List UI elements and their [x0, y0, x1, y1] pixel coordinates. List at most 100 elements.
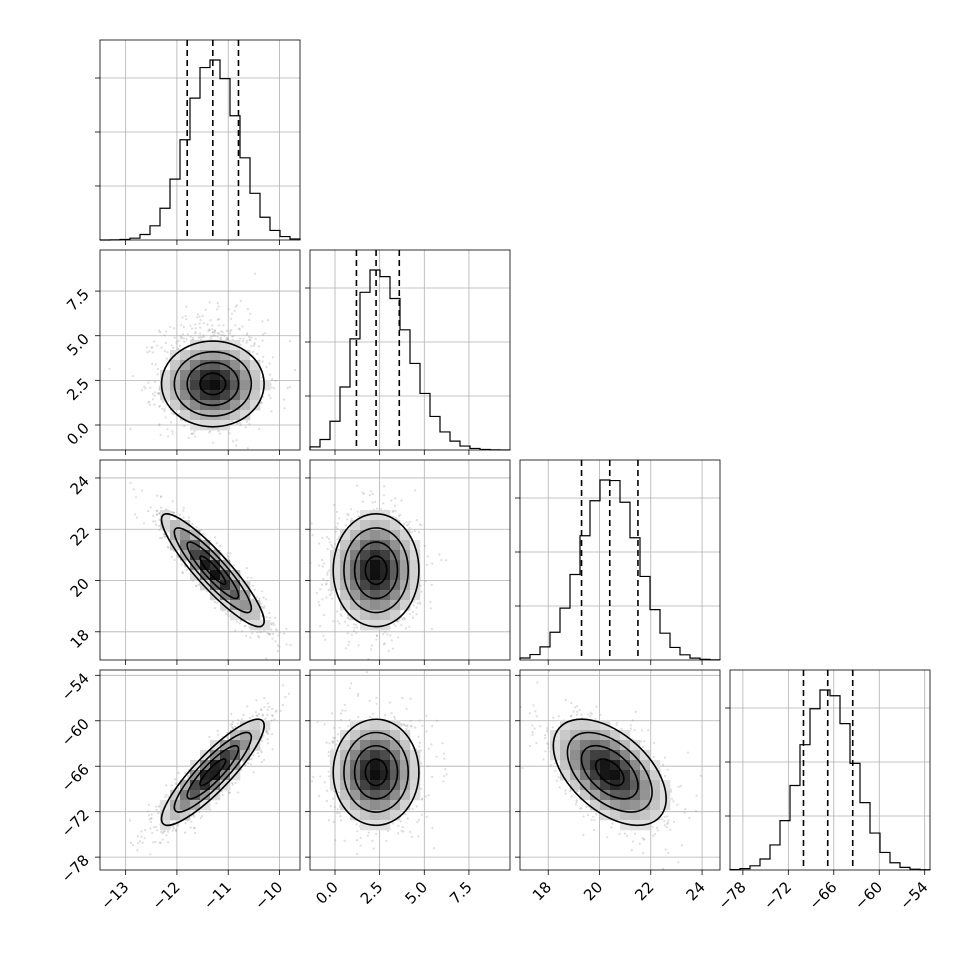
scatter-point [171, 829, 174, 832]
scatter-point [412, 616, 415, 619]
density-cell [210, 420, 221, 431]
scatter-point [420, 590, 423, 593]
scatter-point [184, 560, 187, 563]
contour-line [199, 555, 227, 586]
scatter-point [333, 503, 336, 507]
scatter-point [262, 355, 265, 358]
scatter-point [374, 500, 377, 503]
scatter-point [326, 571, 329, 574]
scatter-point [201, 815, 204, 818]
scatter-point [336, 522, 339, 525]
density-cell [210, 570, 221, 581]
scatter-point [183, 340, 186, 343]
scatter-point [252, 344, 255, 347]
scatter-point [146, 810, 149, 813]
scatter-point [216, 335, 219, 338]
density-cell [200, 360, 211, 371]
scatter-point [319, 624, 322, 628]
scatter-point [347, 644, 350, 647]
scatter-point [245, 333, 248, 336]
scatter-point [230, 328, 233, 332]
density-cell [180, 540, 191, 551]
density-cell [160, 380, 171, 391]
scatter-point [235, 304, 238, 307]
panel-content [129, 482, 292, 660]
density-cell [390, 560, 401, 571]
scatter-point [318, 564, 321, 567]
scatter-point [209, 430, 212, 433]
scatter-point [430, 627, 433, 631]
contour-line [160, 340, 265, 428]
scatter-point [262, 606, 265, 610]
scatter-point [396, 620, 399, 623]
scatter-point [390, 499, 393, 502]
scatter-point [208, 328, 211, 331]
density-cell [400, 550, 411, 561]
scatter-point [211, 441, 215, 444]
scatter-point [252, 771, 255, 774]
density-cell [350, 550, 361, 561]
scatter-point [175, 341, 178, 344]
scatter-point [268, 362, 271, 365]
scatter-point [148, 350, 151, 353]
scatter-point [159, 433, 162, 436]
scatter-point [157, 329, 161, 332]
scatter-point [325, 583, 328, 586]
density-cell [190, 380, 201, 391]
scatter-point [163, 350, 167, 353]
scatter-point [234, 781, 237, 785]
scatter-point [198, 315, 201, 318]
scatter-point [171, 511, 174, 514]
scatter-point [246, 332, 249, 335]
density-cell [340, 560, 351, 571]
density-cell [370, 530, 381, 541]
scatter-point [216, 302, 219, 305]
scatter-point [355, 623, 358, 626]
scatter-point [187, 516, 191, 519]
scatter-point [155, 513, 159, 516]
density-cell [340, 530, 351, 541]
scatter-point [249, 312, 252, 315]
histogram-panel-param-1 [305, 249, 511, 455]
scatter-point [216, 318, 219, 321]
scatter-point [153, 394, 156, 397]
scatter-point [221, 793, 224, 797]
density-cell [190, 360, 201, 371]
scatter-point [164, 535, 167, 539]
scatter-point [325, 579, 329, 582]
scatter-point [418, 523, 421, 526]
scatter-point [260, 631, 263, 634]
scatter-point [352, 623, 356, 626]
scatter-point [245, 634, 248, 637]
scatter-point [154, 840, 157, 843]
scatter-point [175, 830, 178, 833]
scatter-point [261, 320, 264, 323]
density-cell [350, 540, 361, 551]
scatter-point [270, 622, 273, 625]
scatter-point [232, 440, 235, 443]
scatter-point [194, 323, 197, 326]
scatter-point [330, 543, 333, 547]
scatter-point [397, 636, 400, 639]
scatter-point [274, 640, 277, 643]
scatter-point [219, 545, 222, 548]
density-cell [230, 380, 241, 391]
scatter-point [357, 515, 360, 518]
scatter-point [340, 614, 343, 618]
scatter-point [134, 496, 138, 499]
scatter-point [184, 314, 187, 317]
joint-panel-param-0-vs-1: 0.02.55.07.5 [63, 249, 301, 455]
scatter-point [382, 494, 386, 497]
scatter-point [199, 336, 202, 339]
scatter-point [371, 492, 374, 496]
y-tick-label: 24 [67, 472, 93, 498]
scatter-point [238, 328, 241, 331]
scatter-point [263, 630, 266, 633]
density-cell [380, 520, 391, 531]
scatter-point [182, 325, 185, 329]
density-cell [180, 530, 191, 541]
density-cell [190, 540, 201, 551]
scatter-point [194, 327, 197, 330]
scatter-point [401, 618, 404, 621]
scatter-point [159, 331, 162, 334]
